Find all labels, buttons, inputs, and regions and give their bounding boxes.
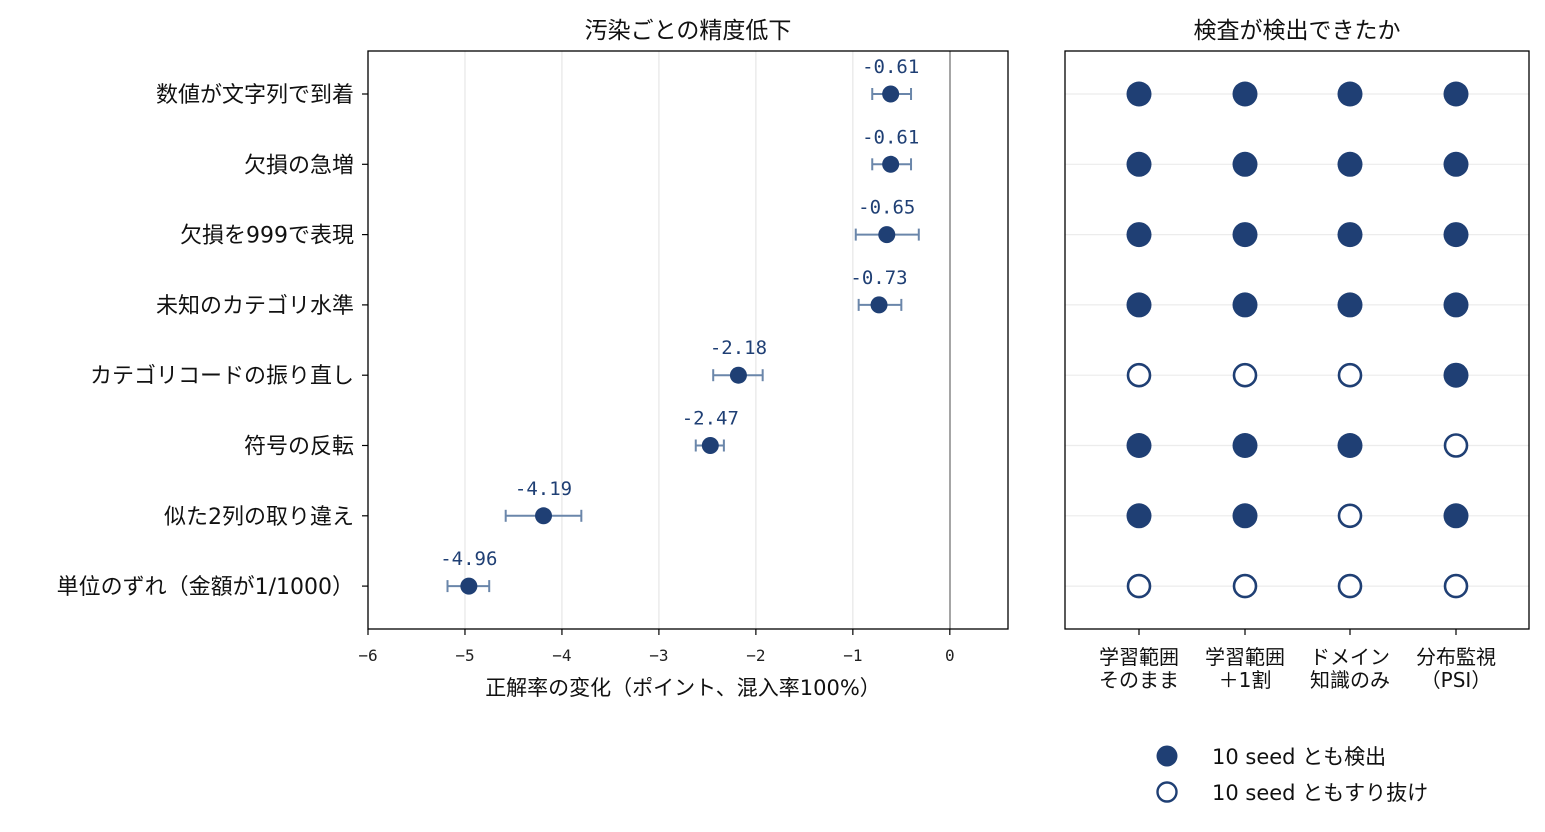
category-label: 欠損を999で表現 <box>180 224 354 249</box>
right-panel: 検査が検出できたか 学習範囲そのまま学習範囲＋1割ドメイン知識のみ分布監視（PS… <box>1064 18 1530 805</box>
data-point <box>878 226 896 244</box>
detected-dot <box>1443 503 1469 529</box>
data-point <box>882 85 900 103</box>
category-label: 単位のずれ（金額が1/1000） <box>57 575 354 600</box>
data-label: -0.65 <box>858 197 915 219</box>
x-tick-label: −5 <box>455 646 474 665</box>
column-label: ＋1割 <box>1219 668 1272 692</box>
x-tick-label: −3 <box>649 646 668 665</box>
category-label: 数値が文字列で到着 <box>156 83 354 108</box>
column-label: 知識のみ <box>1310 668 1390 692</box>
data-label: -2.18 <box>710 337 767 359</box>
missed-dot <box>1232 362 1258 388</box>
left-x-axis-label: 正解率の変化（ポイント、混入率100%） <box>485 676 881 700</box>
left-chart-title: 汚染ごとの精度低下 <box>585 18 792 44</box>
left-marks: -0.61 -0.61 -0.65 -0.73 -2.18 -2.47 -4.19 -4.96 <box>440 56 920 595</box>
missed-dot <box>1232 573 1258 599</box>
data-label: -4.19 <box>515 478 572 500</box>
missed-dot <box>1337 362 1363 388</box>
detected-dot <box>1337 151 1363 177</box>
detected-dot <box>1232 222 1258 248</box>
missed-dot <box>1337 573 1363 599</box>
detected-dot <box>1232 292 1258 318</box>
detected-dot <box>1443 151 1469 177</box>
detected-dot <box>1443 362 1469 388</box>
legend: 10 seed とも検出 10 seed ともすり抜け <box>1156 745 1428 805</box>
data-point <box>882 155 900 173</box>
detected-dot <box>1232 503 1258 529</box>
detected-dot <box>1337 292 1363 318</box>
x-tick-label: −6 <box>358 646 377 665</box>
detected-dot <box>1126 222 1152 248</box>
data-label: -0.73 <box>850 267 907 289</box>
legend-filled-marker <box>1156 745 1178 767</box>
data-label: -0.61 <box>862 56 919 78</box>
x-tick-label: −2 <box>746 646 765 665</box>
column-label: 学習範囲 <box>1099 645 1179 669</box>
detected-dot <box>1126 503 1152 529</box>
detected-dot <box>1337 81 1363 107</box>
missed-dot <box>1443 433 1469 458</box>
missed-dot <box>1443 573 1469 599</box>
x-tick-label: −4 <box>552 646 571 665</box>
detected-dot <box>1337 433 1363 458</box>
data-label: -4.96 <box>440 548 497 570</box>
right-plot-frame <box>1064 50 1530 630</box>
missed-dot <box>1126 362 1152 388</box>
category-label: 似た2列の取り違え <box>164 505 354 530</box>
x-tick-label: −1 <box>843 646 862 665</box>
legend-label: 10 seed ともすり抜け <box>1212 781 1428 805</box>
data-label: -2.47 <box>682 408 739 430</box>
right-dot-matrix <box>1126 81 1469 599</box>
column-label: 学習範囲 <box>1205 645 1285 669</box>
left-y-axis: 数値が文字列で到着欠損の急増欠損を999で表現未知のカテゴリ水準カテゴリコードの… <box>57 83 368 600</box>
detected-dot <box>1443 292 1469 318</box>
category-label: カテゴリコードの振り直し <box>90 364 354 389</box>
column-label: ドメイン <box>1310 645 1390 669</box>
missed-dot <box>1337 503 1363 529</box>
legend-open-marker <box>1156 781 1178 803</box>
detected-dot <box>1337 222 1363 248</box>
data-point <box>870 296 888 314</box>
data-point <box>729 366 747 384</box>
column-label: そのまま <box>1099 668 1179 692</box>
right-chart-title: 検査が検出できたか <box>1194 18 1401 44</box>
detected-dot <box>1126 292 1152 318</box>
detected-dot <box>1232 433 1258 458</box>
detected-dot <box>1443 81 1469 107</box>
category-label: 符号の反転 <box>244 435 354 460</box>
data-point <box>535 507 553 525</box>
detected-dot <box>1232 151 1258 177</box>
x-tick-label: 0 <box>945 646 955 665</box>
data-point <box>460 577 478 595</box>
legend-label: 10 seed とも検出 <box>1212 745 1386 769</box>
detected-dot <box>1126 433 1152 458</box>
category-label: 未知のカテゴリ水準 <box>156 294 354 319</box>
column-label: 分布監視 <box>1416 645 1496 669</box>
column-label: （PSI） <box>1421 668 1492 692</box>
category-label: 欠損の急増 <box>244 153 354 178</box>
missed-dot <box>1126 573 1152 599</box>
left-plot-frame <box>367 50 1009 630</box>
detected-dot <box>1126 151 1152 177</box>
detected-dot <box>1126 81 1152 107</box>
left-x-axis: −6 −5 −4 −3 −2 −1 0 <box>358 629 955 665</box>
data-point <box>701 437 719 454</box>
detected-dot <box>1443 222 1469 248</box>
left-panel: 汚染ごとの精度低下 -0.61 -0.61 -0.65 -0.73 -2.18 -2.47… <box>57 18 1009 700</box>
detected-dot <box>1232 81 1258 107</box>
data-label: -0.61 <box>862 126 919 148</box>
